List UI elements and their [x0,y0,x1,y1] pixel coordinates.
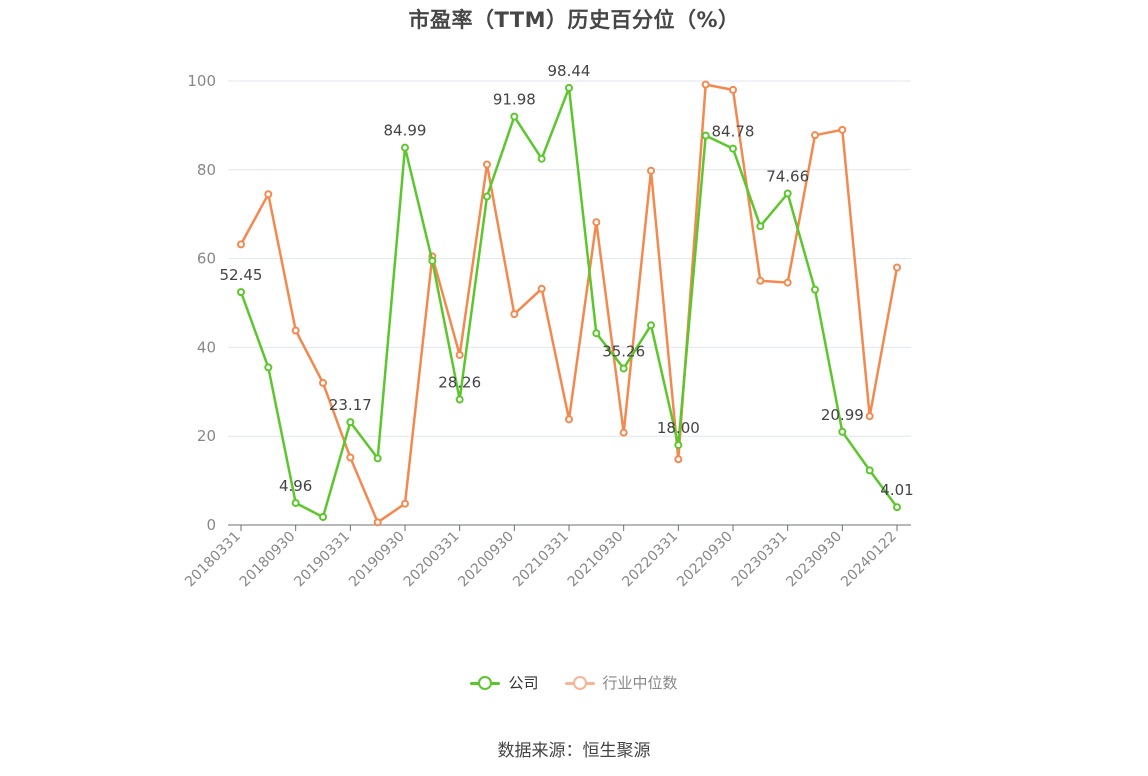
series-company [237,83,901,522]
data-point-industry [729,85,737,94]
x-tick-label: 20220930 [674,529,736,591]
data-point-industry [373,518,382,527]
data-point-company [455,395,464,404]
data-point-company [537,154,546,163]
series-industry [237,80,901,527]
data-point-industry [893,263,901,272]
data-point-industry [756,276,765,285]
y-tick-label: 100 [187,72,216,90]
data-label: 23.17 [329,396,372,414]
chart-title: 市盈率（TTM）历史百分位（%） [408,8,740,32]
data-label: 28.26 [438,374,481,392]
data-point-company [647,321,655,330]
data-point-company [865,466,874,475]
x-tick-label: 20180331 [182,529,244,591]
data-point-industry [319,378,327,387]
data-point-company [319,513,327,522]
legend-item-industry[interactable]: 行业中位数 [564,672,678,693]
data-point-industry [537,284,546,293]
data-point-company [237,288,245,297]
data-label: 4.96 [279,477,312,495]
legend: 公司 行业中位数 [0,672,1148,693]
y-tick-label: 80 [197,161,216,179]
data-point-company [373,454,382,463]
x-tick-label: 20220331 [619,529,681,591]
legend-company-marker-icon [470,675,501,690]
data-point-industry [838,125,847,134]
x-tick-label: 20240122 [838,529,900,591]
data-point-industry [455,350,464,359]
legend-industry-marker-icon [564,675,595,690]
data-point-industry [264,190,273,199]
data-point-company [592,329,601,338]
data-point-company [264,363,273,372]
data-point-industry [483,160,491,169]
data-point-company [401,143,409,152]
data-point-industry [701,80,710,89]
data-label: 35.26 [602,342,645,360]
data-point-company [729,144,737,153]
data-point-industry [401,499,409,508]
data-point-industry [811,131,819,140]
x-tick-label: 20190331 [291,529,353,591]
data-label: 20.99 [821,406,864,424]
data-label: 91.98 [493,91,536,109]
data-point-industry [619,428,628,437]
data-label: 18.00 [657,419,700,437]
legend-company-label: 公司 [508,674,539,692]
x-tick-label: 20210930 [565,529,627,591]
data-point-company [428,256,437,265]
y-tick-label: 20 [197,427,216,445]
data-label: 52.45 [220,266,263,284]
data-label: 4.01 [880,481,913,499]
data-point-company [674,441,683,450]
data-point-company [619,364,628,373]
data-point-industry [346,453,355,462]
y-tick-label: 40 [197,338,216,356]
x-tick-label: 20210331 [510,529,572,591]
data-point-company [811,285,819,294]
data-point-industry [592,218,601,227]
data-point-company [756,222,765,231]
data-point-industry [510,310,519,319]
axes: 0 20 40 60 80 100 2018033120180930201903312019… [182,72,911,590]
data-label: 84.78 [712,123,755,141]
data-point-company [893,503,901,512]
x-tick-label: 20180930 [237,529,299,591]
source-note: 数据来源：恒生聚源 [497,741,651,761]
y-tick-label: 0 [206,516,216,534]
series-line-company [239,86,899,519]
data-labels: 52.45 4.96 23.17 84.99 28.26 91.98 98.44 35.26 1… [220,62,914,499]
data-point-industry [865,412,874,421]
data-point-company [291,498,300,507]
x-tick-label: 20200930 [455,529,517,591]
data-point-industry [647,166,655,175]
data-point-company [565,83,573,92]
data-label: 98.44 [548,62,591,80]
legend-industry-label: 行业中位数 [602,674,678,692]
data-point-industry [674,455,683,464]
grid-lines [228,80,911,437]
x-tick-label: 20230331 [729,529,791,591]
data-label: 74.66 [766,168,809,186]
x-tick-label: 20190930 [346,529,408,591]
legend-item-company[interactable]: 公司 [470,672,539,693]
data-point-company [510,112,519,121]
y-tick-label: 60 [197,250,216,268]
data-point-industry [291,326,300,335]
data-point-company [783,189,792,198]
x-tick-label: 20200331 [401,529,463,591]
series-group [237,80,901,527]
data-point-company [701,131,710,140]
data-point-company [483,192,491,201]
x-tick-label: 20230930 [783,529,845,591]
data-point-industry [783,278,792,287]
data-point-company [346,418,355,427]
data-point-company [838,427,847,436]
data-label: 84.99 [384,122,427,140]
data-point-industry [565,415,573,424]
data-point-industry [237,240,245,249]
